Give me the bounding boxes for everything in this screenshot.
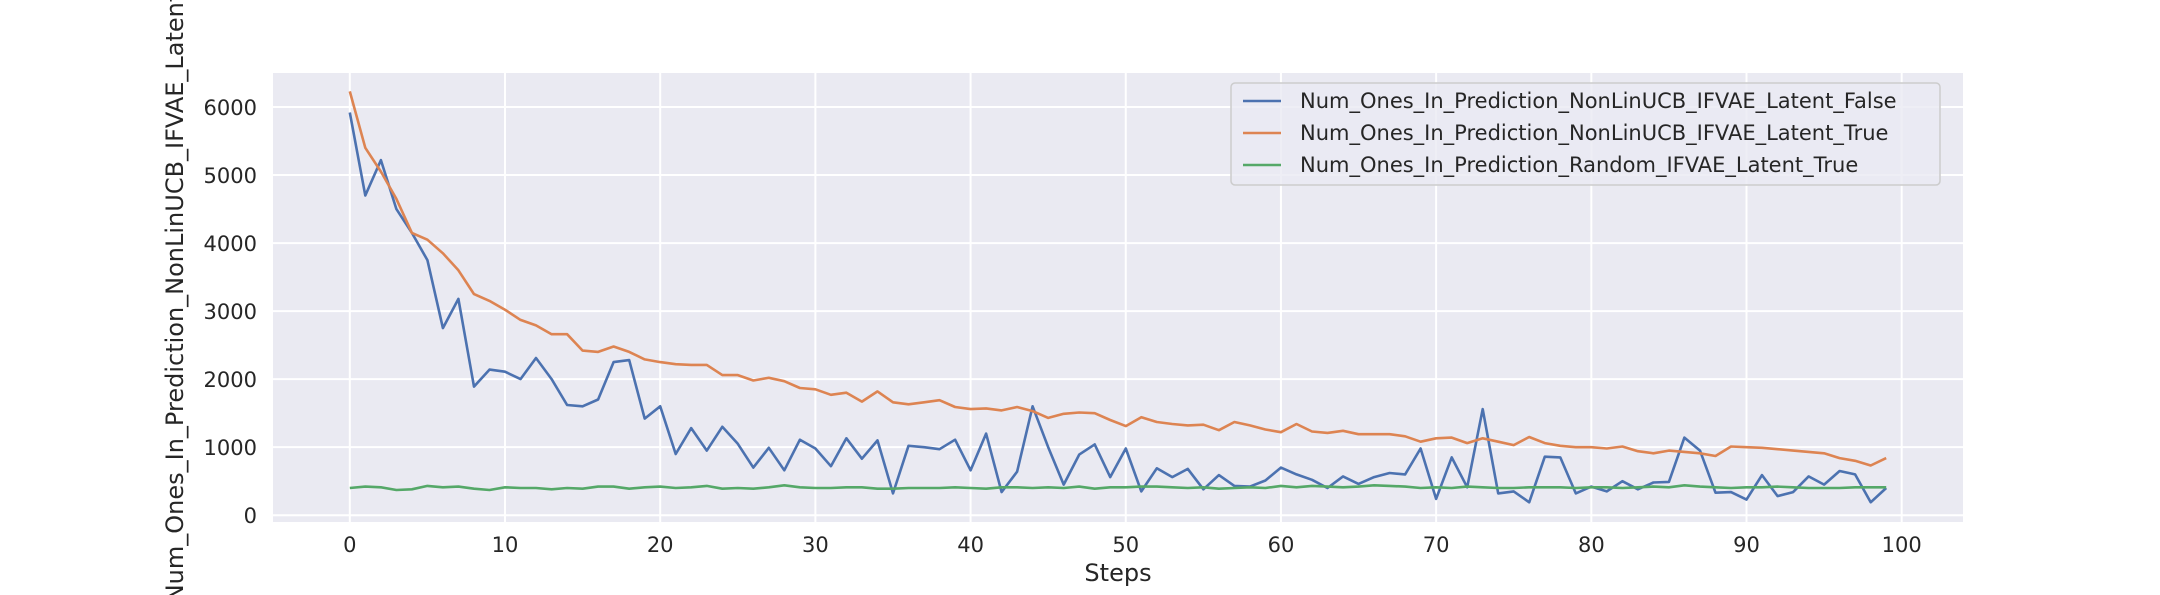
x-tick-label: 70 [1423,533,1450,557]
series-line-0 [348,112,1888,504]
y-tick-label: 2000 [204,368,257,392]
x-tick-label: 40 [957,533,984,557]
tick-labels: 0 10 20 30 40 50 60 70 80 90 100010002000300040005… [204,96,1922,557]
x-axis-label: Steps [1084,559,1151,587]
y-tick-label: 3000 [204,300,257,324]
x-tick-label: 60 [1268,533,1295,557]
x-tick-label: 50 [1112,533,1139,557]
legend-label-series-2: Num_Ones_In_Prediction_Random_IFVAE_Late… [1300,153,1858,178]
y-tick-label: 4000 [204,232,257,256]
y-tick-label: 0 [244,504,257,528]
legend-label-series-0: Num_Ones_In_Prediction_NonLinUCB_IFVAE_L… [1300,89,1897,114]
x-tick-label: 10 [492,533,519,557]
legend-label-series-1: Num_Ones_In_Prediction_NonLinUCB_IFVAE_L… [1300,121,1888,146]
y-tick-label: 6000 [204,96,257,120]
x-tick-label: 0 [343,533,356,557]
x-tick-label: 90 [1733,533,1760,557]
legend-box [1230,82,1941,186]
x-tick-label: 100 [1882,533,1922,557]
x-tick-label: 30 [802,533,829,557]
y-axis-label: Num_Ones_In_Prediction_NonLinUCB_IFVAE_L… [161,0,189,595]
series-line-2 [349,483,1887,492]
y-tick-label: 5000 [204,164,257,188]
legend: Num_Ones_In_Prediction_NonLinUCB_IFVAE_L… [1230,82,1941,186]
y-tick-label: 1000 [204,436,257,460]
x-tick-label: 20 [647,533,674,557]
series-line-1 [348,91,1887,467]
x-tick-label: 80 [1578,533,1605,557]
series-lines [348,91,1888,504]
